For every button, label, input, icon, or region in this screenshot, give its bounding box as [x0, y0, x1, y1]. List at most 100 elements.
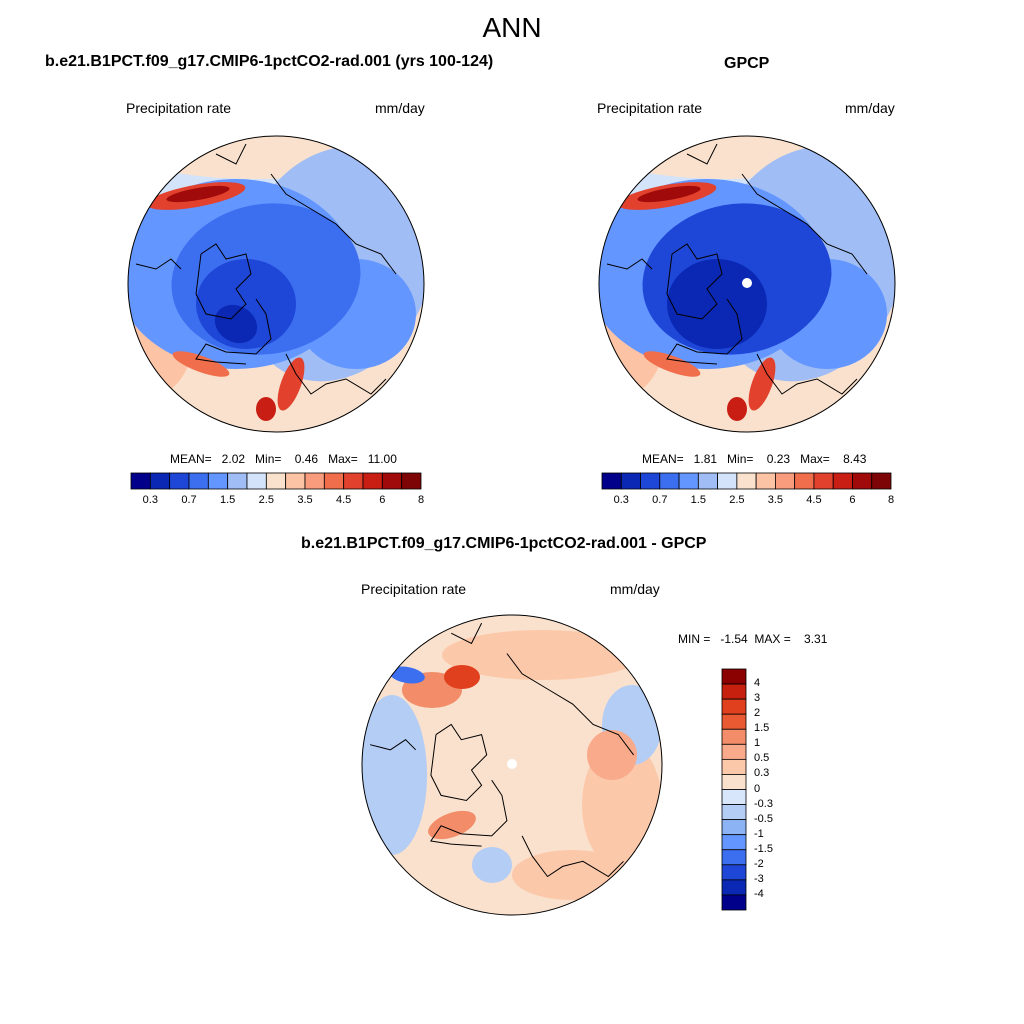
- coastline: [450, 622, 483, 645]
- diff-colorbar-swatch: [721, 849, 747, 866]
- obs-colorbar-swatch: [871, 472, 892, 490]
- colorbar-tick-label: 0.3: [613, 494, 629, 506]
- colorbar-tick-label: 1: [754, 737, 761, 750]
- coastline: [506, 653, 635, 756]
- colorbar-tick-label: 0.3: [754, 767, 770, 780]
- obs-colorbar-swatch: [640, 472, 661, 490]
- model-colorbar-swatch: [343, 472, 364, 490]
- coastline: [430, 723, 488, 802]
- colorbar-tick-label: 4: [754, 677, 761, 690]
- colorbar-tick-label: 3: [754, 692, 761, 705]
- field-patch: [256, 397, 276, 421]
- obs-colorbar-swatch: [755, 472, 776, 490]
- model-colorbar-swatch: [227, 472, 248, 490]
- model-colorbar-swatch: [381, 472, 403, 490]
- colorbar-tick-label: -2: [754, 857, 764, 870]
- obs-colorbar-swatch: [678, 472, 699, 490]
- colorbar-tick-label: 0.7: [181, 494, 197, 506]
- colorbar-tick-label: -1: [754, 827, 764, 840]
- colorbar-tick-label: 0: [754, 782, 761, 795]
- field-patch: [442, 630, 642, 680]
- coastline: [686, 143, 718, 165]
- obs-colorbar-swatch: [620, 472, 641, 490]
- model-colorbar-swatch: [207, 472, 229, 490]
- diff-colorbar-swatch: [721, 819, 747, 836]
- field-patch: [428, 810, 476, 840]
- coastline: [756, 353, 858, 395]
- colorbar-tick-label: -0.5: [754, 812, 773, 825]
- colorbar-tick-label: 2: [754, 707, 761, 720]
- obs-colorbar-swatch: [736, 472, 757, 490]
- model-colorbar-swatch: [246, 472, 267, 490]
- coastline: [369, 739, 417, 751]
- diff-colorbar-swatch: [721, 698, 747, 715]
- coastline: [666, 298, 743, 365]
- obs-colorbar-swatch: [794, 472, 815, 490]
- diff-colorbar-swatch: [721, 864, 747, 881]
- obs-colorbar-swatch: [813, 472, 834, 490]
- obs-map: [599, 136, 895, 432]
- model-colorbar-swatch: [149, 472, 171, 490]
- diff-colorbar-swatch: [721, 834, 747, 851]
- colorbar-tick-label: 6: [379, 494, 386, 506]
- colorbar-tick-label: 2.5: [258, 494, 274, 506]
- obs-colorbar-swatch: [697, 472, 718, 490]
- diff-colorbar-swatch: [721, 758, 747, 775]
- obs-colorbar-swatch: [852, 472, 873, 490]
- colorbar-tick-label: 1.5: [690, 494, 706, 506]
- colorbar-tick-label: 0.7: [652, 494, 668, 506]
- figure-title: ANN: [482, 12, 542, 43]
- field-patch: [727, 397, 747, 421]
- obs-variable-label: Precipitation rate: [597, 100, 703, 116]
- field-patch: [587, 730, 637, 780]
- coastline: [666, 243, 723, 320]
- field-patch: [444, 665, 480, 689]
- coastline: [215, 143, 247, 165]
- field-patch: [166, 185, 230, 203]
- diff-units-label: mm/day: [610, 581, 660, 597]
- colorbar-tick-label: 0.5: [754, 752, 770, 765]
- field-patch: [685, 304, 729, 344]
- colorbar-tick-label: 3.5: [297, 494, 313, 506]
- colorbar-tick-label: 2.5: [729, 494, 745, 506]
- diff-colorbar-swatch: [721, 743, 747, 760]
- model-colorbar-swatch: [169, 472, 190, 490]
- colorbar-tick-label: -0.3: [754, 797, 773, 810]
- diff-pole-mask: [507, 759, 517, 769]
- field-patch: [472, 847, 512, 883]
- obs-colorbar-swatch: [659, 472, 680, 490]
- colorbar-tick-label: 8: [887, 494, 895, 506]
- model-units-label: mm/day: [375, 100, 425, 116]
- coastline: [135, 258, 182, 270]
- model-map-border: [127, 135, 425, 433]
- diff-colorbar-swatch: [721, 879, 747, 896]
- coastline: [195, 243, 252, 320]
- coastline: [270, 173, 397, 275]
- diff-colorbar-swatch: [721, 774, 747, 790]
- coastline: [430, 779, 508, 847]
- colorbar-tick-label: 4.5: [336, 494, 352, 506]
- model-colorbar-swatch: [130, 472, 151, 490]
- colorbar-tick-label: 4.5: [806, 494, 822, 506]
- diff-variable-label: Precipitation rate: [361, 581, 467, 597]
- diff-colorbar-swatch: [721, 683, 747, 700]
- model-colorbar-swatch: [362, 472, 383, 490]
- field-patch: [277, 357, 305, 411]
- model-colorbar-swatch: [285, 472, 306, 490]
- colorbar-tick-label: 1.5: [754, 722, 770, 735]
- model-colorbar-swatch: [323, 472, 345, 490]
- field-patch: [172, 351, 230, 377]
- coastline: [285, 353, 387, 395]
- model-panel-title: b.e21.B1PCT.f09_g17.CMIP6-1pctCO2-rad.00…: [45, 53, 494, 70]
- coastline: [606, 258, 653, 270]
- model-colorbar-swatch: [304, 472, 325, 490]
- obs-colorbar-swatch: [832, 472, 853, 490]
- colorbar-tick-label: -1.5: [754, 842, 773, 855]
- colorbar-tick-label: -3: [754, 872, 764, 885]
- field-patch: [637, 185, 701, 203]
- obs-stats: MEAN= 1.81 Min= 0.23 Max= 8.43: [642, 452, 867, 466]
- model-colorbar-swatch: [188, 472, 209, 490]
- diff-colorbar-swatch: [721, 894, 747, 911]
- model-variable-label: Precipitation rate: [126, 100, 232, 116]
